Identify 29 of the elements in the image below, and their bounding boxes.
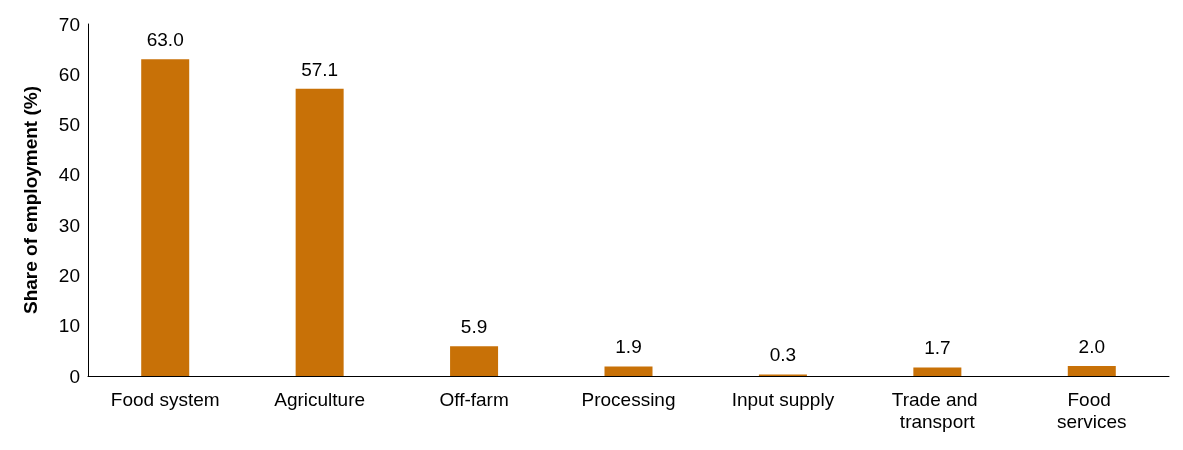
bar	[141, 59, 190, 376]
y-tick-label: 50	[58, 114, 80, 136]
data-label: 1.9	[615, 336, 642, 358]
data-label: 1.7	[924, 337, 951, 359]
data-label: 2.0	[1078, 335, 1105, 357]
y-tick-label: 0	[69, 365, 80, 387]
bar	[295, 88, 344, 376]
data-label: 0.3	[769, 344, 797, 366]
data-label: 63.0	[146, 29, 184, 51]
bar	[1067, 365, 1116, 376]
data-label: 5.9	[460, 316, 488, 338]
bar	[604, 366, 653, 376]
y-tick-label: 10	[58, 315, 80, 337]
x-tick-label: Agriculture	[274, 388, 366, 410]
y-axis-title: Share of employment (%)	[20, 85, 41, 315]
x-tick-label: Processing	[581, 388, 676, 410]
y-tick-label: 70	[58, 13, 80, 35]
x-tick-label: Input supply	[731, 388, 835, 410]
bar	[913, 367, 962, 376]
y-tick-label: 40	[58, 164, 80, 186]
y-tick-label: 60	[58, 63, 80, 85]
y-tick-label: 20	[58, 264, 80, 286]
x-tick-label: Food system	[110, 388, 220, 410]
x-tick-label: Off-farm	[439, 388, 509, 410]
bar	[450, 346, 499, 376]
y-tick-label: 30	[58, 214, 80, 236]
data-label: 57.1	[301, 58, 339, 80]
x-tick-label: Food services	[1056, 388, 1127, 432]
x-tick-label: Trade and transport	[891, 388, 983, 432]
